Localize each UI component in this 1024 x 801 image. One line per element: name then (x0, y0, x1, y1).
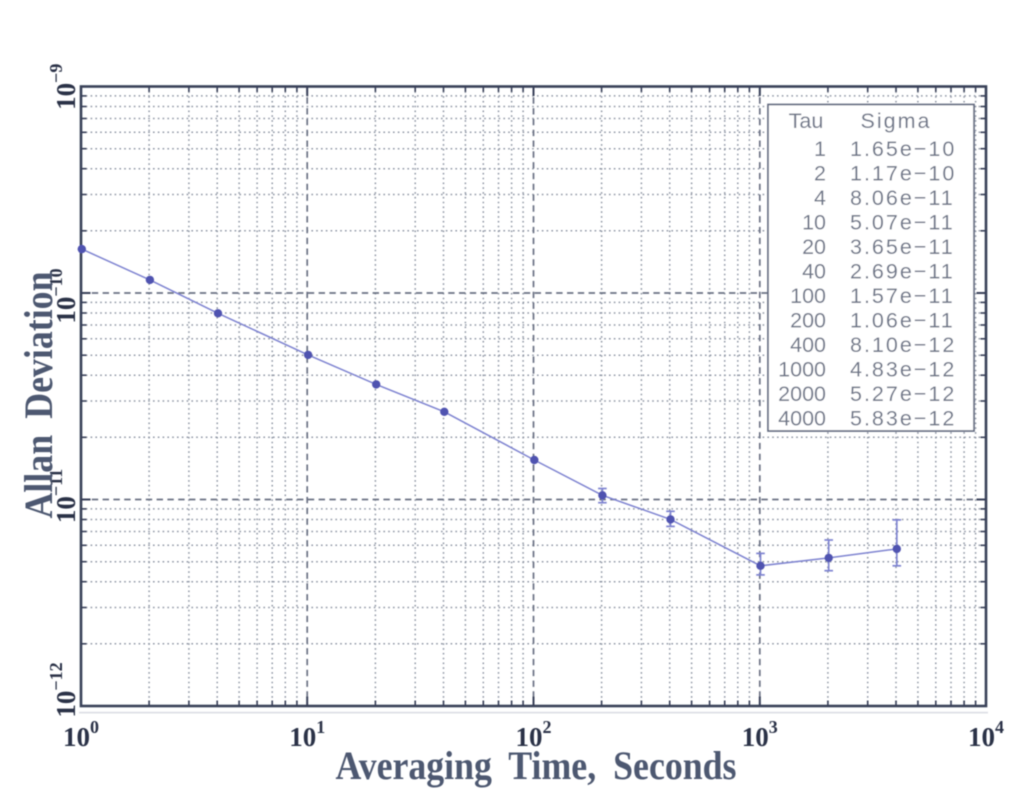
svg-text:1.17e−10: 1.17e−10 (850, 162, 956, 186)
svg-text:Averaging Time, Seconds: Averaging Time, Seconds (336, 743, 737, 788)
svg-text:4.83e−12: 4.83e−12 (850, 357, 956, 381)
svg-text:Allan Deviation: Allan Deviation (16, 272, 61, 519)
svg-text:8.10e−12: 8.10e−12 (850, 333, 956, 357)
svg-text:5.83e−12: 5.83e−12 (850, 406, 956, 430)
svg-text:1.65e−10: 1.65e−10 (850, 137, 956, 161)
svg-text:400: 400 (790, 333, 826, 357)
svg-text:3.65e−11: 3.65e−11 (850, 235, 955, 259)
svg-text:1.57e−11: 1.57e−11 (850, 284, 955, 308)
svg-text:2.69e−11: 2.69e−11 (850, 260, 955, 284)
svg-text:1000: 1000 (778, 357, 826, 381)
svg-text:10: 10 (802, 211, 826, 235)
svg-text:40: 40 (802, 260, 826, 284)
svg-text:4: 4 (814, 186, 826, 210)
svg-text:Sigma: Sigma (861, 109, 932, 133)
svg-text:100: 100 (790, 284, 826, 308)
svg-text:2000: 2000 (778, 382, 826, 406)
svg-text:1.06e−11: 1.06e−11 (850, 309, 955, 333)
svg-text:Tau: Tau (789, 109, 824, 133)
svg-text:200: 200 (790, 309, 826, 333)
svg-text:5.07e−11: 5.07e−11 (850, 211, 955, 235)
svg-text:8.06e−11: 8.06e−11 (850, 186, 955, 210)
svg-text:1: 1 (814, 137, 826, 161)
svg-text:20: 20 (802, 235, 826, 259)
svg-text:102: 102 (516, 717, 552, 752)
svg-text:5.27e−12: 5.27e−12 (850, 382, 956, 406)
svg-text:4000: 4000 (778, 406, 826, 430)
svg-text:2: 2 (814, 162, 826, 186)
